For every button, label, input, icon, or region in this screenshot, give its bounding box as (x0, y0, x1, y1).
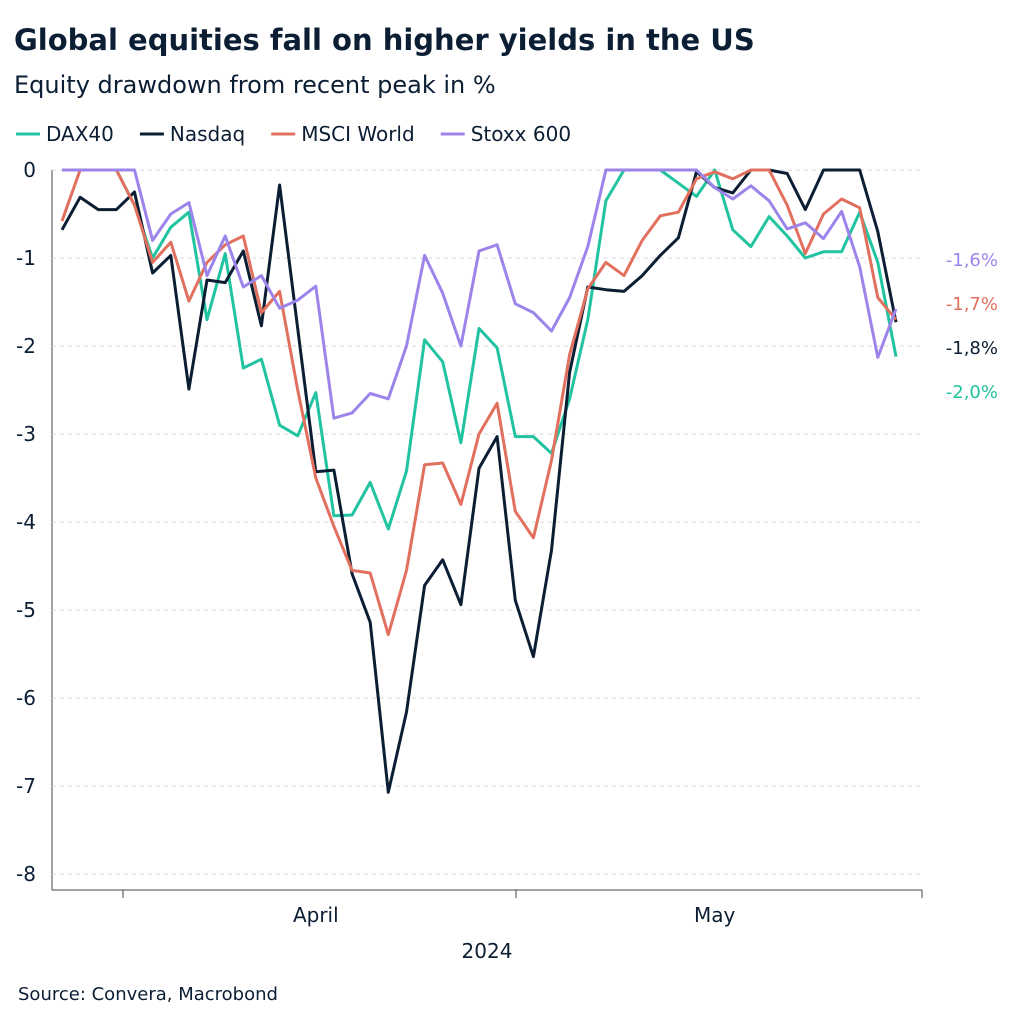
chart-subtitle: Equity drawdown from recent peak in % (14, 71, 496, 99)
y-tick-label: -1 (16, 246, 36, 270)
y-tick-label: 0 (23, 158, 36, 182)
line (60, 168, 898, 637)
end-label: -1,8% (946, 338, 998, 359)
end-label: -1,7% (946, 294, 998, 315)
y-tick-label: -4 (16, 510, 36, 534)
y-tick-label: -2 (16, 334, 36, 358)
legend-label: Nasdaq (170, 122, 245, 146)
line (62, 168, 898, 531)
y-tick-label: -6 (16, 686, 36, 710)
source: Source: Convera, Macrobond (18, 984, 278, 1005)
chart-title: Global equities fall on higher yields in… (14, 23, 755, 57)
y-tick-label: -7 (16, 774, 36, 798)
x-tick-label: May (694, 903, 736, 927)
legend-label: DAX40 (46, 122, 114, 146)
legend-label: Stoxx 600 (471, 122, 571, 146)
y-tick-label: -8 (16, 862, 36, 886)
y-tick-label: -3 (16, 422, 36, 446)
legend-label: MSCI World (301, 122, 415, 146)
line (62, 168, 898, 420)
y-tick-label: -5 (16, 598, 36, 622)
end-label: -1,6% (946, 250, 998, 271)
end-label: -2,0% (946, 382, 998, 403)
x-axis-label: 2024 (462, 939, 513, 963)
legend: DAX40 Nasdaq MSCI World Stoxx 600 (16, 122, 571, 146)
x-tick-label: April (293, 903, 339, 927)
line (60, 168, 898, 794)
